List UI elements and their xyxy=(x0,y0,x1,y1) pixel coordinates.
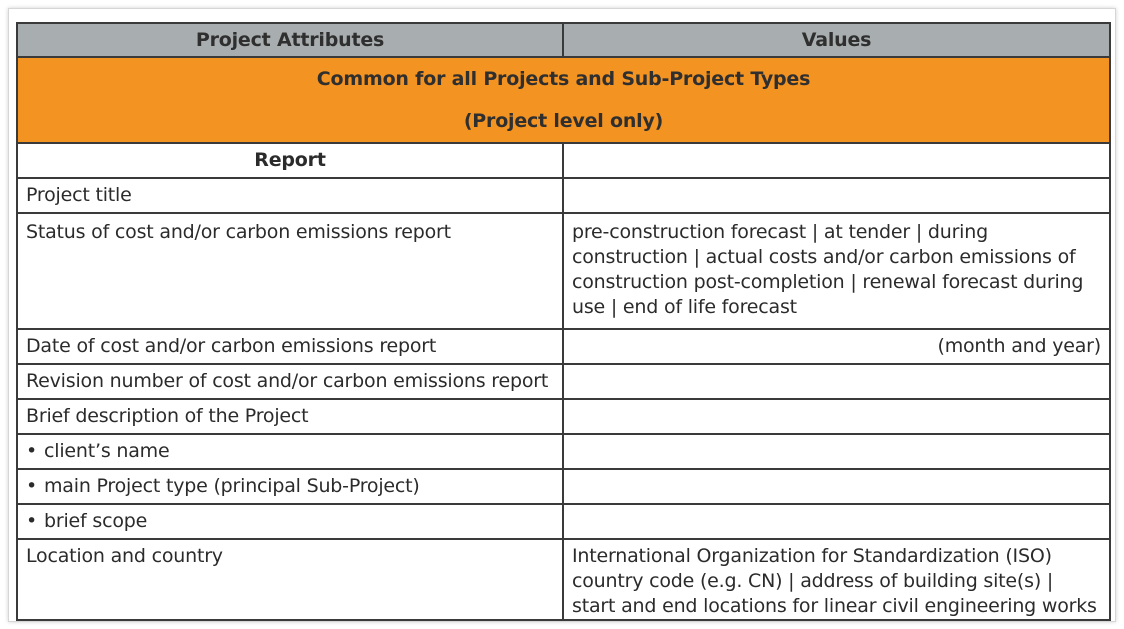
section-band-row: Common for all Projects and Sub-Project … xyxy=(16,56,1111,144)
project-attributes-table: Project Attributes Values Common for all… xyxy=(16,22,1111,621)
table-row: Status of cost and/or carbon emissions r… xyxy=(16,212,1111,330)
value-cell xyxy=(562,433,1111,470)
value-cell xyxy=(562,398,1111,435)
bullet-text: main Project type (principal Sub-Project… xyxy=(44,475,420,497)
value-cell: International Organization for Standardi… xyxy=(562,538,1111,621)
section-band: Common for all Projects and Sub-Project … xyxy=(16,56,1111,144)
date-format-hint: (month and year) xyxy=(937,335,1101,357)
band-subtitle: (Project level only) xyxy=(463,110,664,132)
table-row: Project title xyxy=(16,177,1111,214)
report-section-row: Report xyxy=(16,142,1111,179)
report-label: Report xyxy=(254,149,326,171)
bullet-icon: • xyxy=(26,440,38,462)
bullet-text: client’s name xyxy=(44,440,170,462)
value-cell: pre-construction forecast | at tender | … xyxy=(562,212,1111,330)
attribute-cell: • main Project type (principal Sub-Projec… xyxy=(16,468,564,505)
header-values: Values xyxy=(562,22,1111,58)
report-cell: Report xyxy=(16,142,564,179)
attribute-cell: Brief description of the Project xyxy=(16,398,564,435)
value-cell xyxy=(562,177,1111,214)
attribute-cell: Date of cost and/or carbon emissions rep… xyxy=(16,328,564,365)
report-value-cell xyxy=(562,142,1111,179)
value-cell xyxy=(562,468,1111,505)
attribute-cell: • client’s name xyxy=(16,433,564,470)
value-cell xyxy=(562,503,1111,540)
table-row: Date of cost and/or carbon emissions rep… xyxy=(16,328,1111,365)
table-row: Location and country International Organ… xyxy=(16,538,1111,621)
table-row: • brief scope xyxy=(16,503,1111,540)
attribute-cell: Revision number of cost and/or carbon em… xyxy=(16,363,564,400)
table-row: Revision number of cost and/or carbon em… xyxy=(16,363,1111,400)
bullet-text: brief scope xyxy=(44,510,148,532)
table-row: • main Project type (principal Sub-Projec… xyxy=(16,468,1111,505)
attribute-cell: • brief scope xyxy=(16,503,564,540)
value-cell xyxy=(562,363,1111,400)
table-row: Brief description of the Project xyxy=(16,398,1111,435)
band-title: Common for all Projects and Sub-Project … xyxy=(316,68,811,90)
value-cell: (month and year) xyxy=(562,328,1111,365)
attribute-cell: Project title xyxy=(16,177,564,214)
table-row: • client’s name xyxy=(16,433,1111,470)
bullet-icon: • xyxy=(26,510,38,532)
table-header-row: Project Attributes Values xyxy=(16,22,1111,58)
header-project-attributes: Project Attributes xyxy=(16,22,564,58)
attribute-cell: Status of cost and/or carbon emissions r… xyxy=(16,212,564,330)
bullet-icon: • xyxy=(26,475,38,497)
attribute-cell: Location and country xyxy=(16,538,564,621)
